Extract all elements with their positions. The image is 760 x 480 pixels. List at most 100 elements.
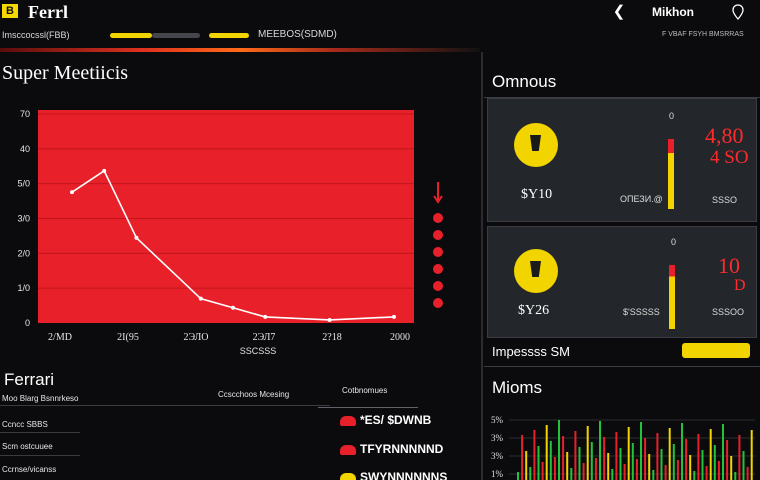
table-row[interactable]: Moo Blarg Bsnnrkeso <box>2 394 79 403</box>
data-point[interactable] <box>70 190 74 195</box>
data-point[interactable] <box>231 305 235 310</box>
mini-bar <box>578 447 581 480</box>
data-point[interactable] <box>392 314 396 319</box>
app-logo-icon[interactable]: B <box>2 4 18 18</box>
mini-bar <box>701 450 704 480</box>
card-small-label: ОПЕЗИ.@ <box>620 194 663 204</box>
x-tick-label: 2I(95 <box>117 332 139 343</box>
down-arrow-icon <box>433 182 443 204</box>
car-icon <box>340 472 356 480</box>
y-tick-label: 40 <box>20 144 30 154</box>
rank-row[interactable]: *ES/ $DWNB <box>340 413 431 427</box>
side-marker-dot <box>433 213 443 223</box>
x-tick-label: 2/MD <box>48 332 72 343</box>
mini-bar <box>668 428 671 480</box>
mini-bar <box>750 430 753 480</box>
data-point[interactable] <box>198 296 203 301</box>
mini-bar <box>603 437 606 480</box>
card-value: $Y10 <box>521 187 553 202</box>
y-tick-label: 3/0 <box>17 214 30 224</box>
card-small-label: $'SSSSS <box>623 307 660 317</box>
mini-bar <box>623 464 626 480</box>
mini-bar <box>685 439 688 480</box>
back-arrow-icon[interactable]: ❮ <box>612 3 626 20</box>
header-right-caption: F VBAF FSYH BMSRRAS <box>662 31 744 38</box>
table-row[interactable]: Scm ostcuuee <box>2 442 53 451</box>
mini-bar <box>537 446 540 480</box>
omnious-card[interactable]: $Y26 $'SSSSS 0 10 D SSSOO <box>487 226 757 338</box>
mini-bar <box>676 460 679 480</box>
card-small-label: SSSO <box>712 195 738 205</box>
table-row[interactable]: Ccrnse/vicanss <box>2 465 57 474</box>
x-tick-label: 2ЭЛО <box>184 332 209 343</box>
header-yellow-pill-1 <box>110 33 152 38</box>
mini-bar <box>590 442 593 480</box>
mini-bar <box>648 454 651 480</box>
location-pin-icon[interactable] <box>732 4 744 20</box>
header-glow-divider <box>0 48 480 52</box>
data-point[interactable] <box>102 168 107 173</box>
side-marker-dot <box>433 298 443 308</box>
panel-divider <box>481 52 483 480</box>
card-zero-label: 0 <box>669 111 675 121</box>
side-marker-dot <box>433 281 443 291</box>
mini-bar <box>627 427 630 480</box>
table-title: Ferrari <box>4 370 55 389</box>
main-chart-title: Super Meetiicis <box>2 62 129 84</box>
section-divider <box>484 366 760 367</box>
rank-label: SWYNNNNNNS <box>360 470 448 480</box>
side-marker-dot <box>433 247 443 257</box>
mini-bar <box>640 422 642 480</box>
mini-bar <box>619 448 622 480</box>
mini-bar <box>742 451 745 480</box>
mini-bar <box>607 453 610 480</box>
mini-bar <box>644 438 647 480</box>
omnious-card[interactable]: $Y10 ОПЕЗИ.@ 0 4,80 4 SO SSSO <box>487 98 757 222</box>
header-gray-pill <box>152 33 200 38</box>
series-line <box>71 169 395 321</box>
mini-bar <box>611 469 614 480</box>
table-col-header[interactable]: Ccscchoos Mcesing <box>218 390 290 399</box>
data-point[interactable] <box>134 235 139 240</box>
x-axis-caption: SSCSSS <box>240 346 277 356</box>
mini-bar <box>693 471 696 480</box>
data-point[interactable] <box>327 317 332 322</box>
level-gauge <box>669 265 675 329</box>
mioms-bar-chart: 5% 3% 3% 1% <box>491 415 755 480</box>
mini-bar <box>717 461 720 480</box>
mini-bar <box>566 452 569 480</box>
mini-bar <box>652 470 655 480</box>
omnious-title: Omnous <box>492 72 557 91</box>
data-point[interactable] <box>263 314 268 319</box>
level-gauge <box>668 139 674 209</box>
card-small-label: SSSOO <box>712 307 745 317</box>
mini-bar <box>517 472 519 480</box>
table-col-header[interactable]: Cotbnomues <box>342 386 388 395</box>
mini-bar <box>549 441 552 480</box>
mini-bar <box>713 445 716 480</box>
rank-row[interactable]: TFYRNNNNND <box>340 442 443 456</box>
table-row[interactable]: Ccncc SBBS <box>2 420 48 429</box>
x-tick-label: 2000 <box>390 332 410 343</box>
mini-y-tick-label: 3% <box>491 433 504 443</box>
rank-row[interactable]: SWYNNNNNNS <box>340 470 447 480</box>
mini-bar <box>656 433 659 480</box>
mini-bar <box>570 468 573 480</box>
side-marker-dot <box>433 264 443 274</box>
mini-bar <box>529 467 532 480</box>
mini-bar <box>594 458 597 480</box>
mini-bar <box>738 435 741 480</box>
y-tick-label: 1/0 <box>17 283 30 293</box>
drink-coin-icon <box>514 123 558 167</box>
mini-bar <box>722 424 724 480</box>
x-tick-label: 2?18 <box>322 332 341 343</box>
mini-bar <box>664 465 667 480</box>
side-marker-dot <box>433 230 443 240</box>
mini-bar <box>746 467 749 480</box>
main-line-chart: 70 40 5/0 3/0 2/0 1/0 0 2/MD 2I(95 2ЭЛО 2ЭЛ7 2?18 2… <box>17 109 443 356</box>
drink-coin-icon <box>514 249 558 293</box>
mini-bar <box>574 431 577 480</box>
mini-bar <box>553 457 556 480</box>
user-name[interactable]: Mikhon <box>652 5 694 19</box>
impress-progress-bar[interactable] <box>682 343 750 358</box>
